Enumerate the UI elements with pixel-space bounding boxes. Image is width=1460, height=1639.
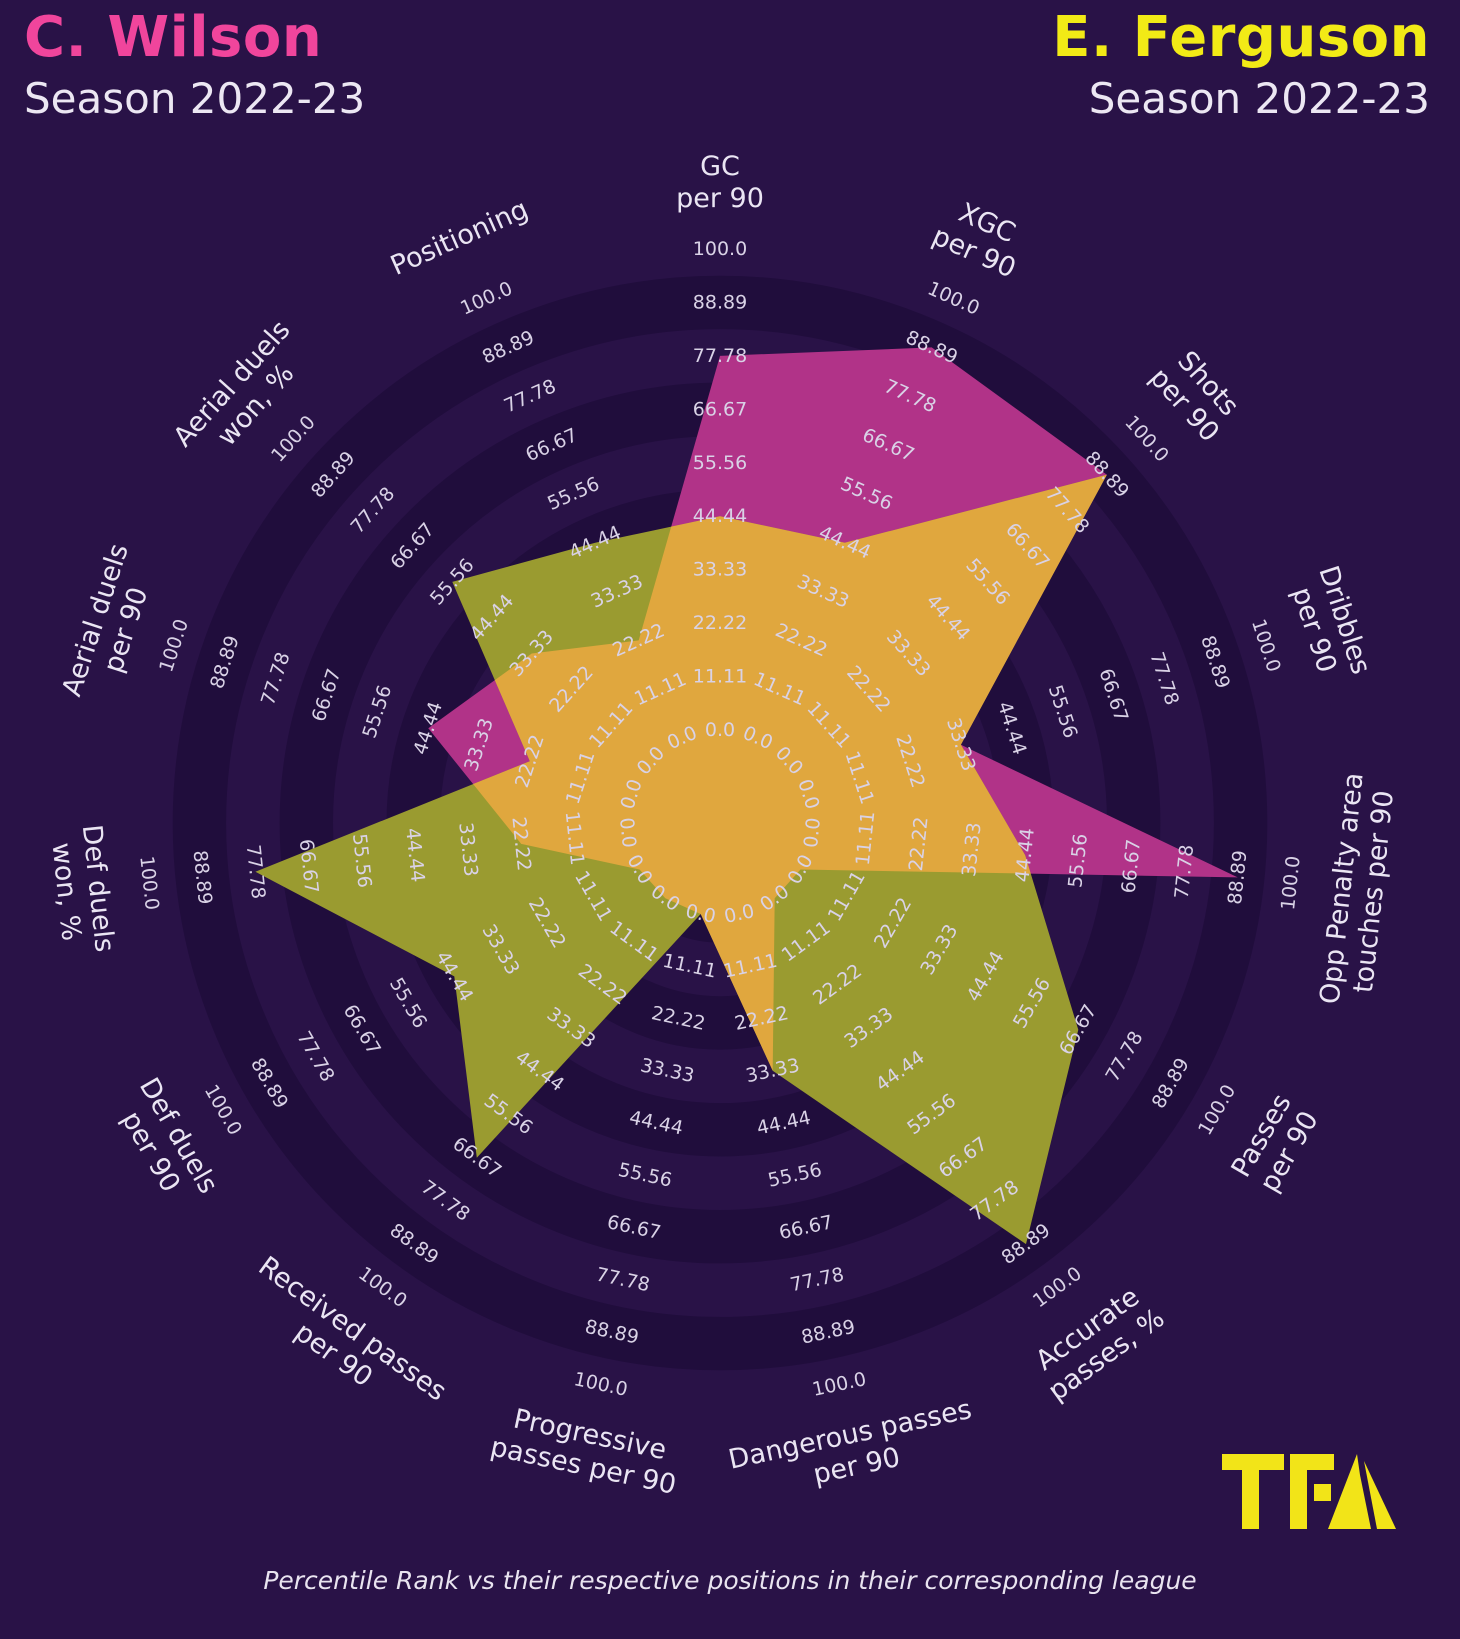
tick-label: 11.11 <box>693 666 747 688</box>
tick-label: 44.44 <box>693 505 747 527</box>
tick-label: 88.89 <box>693 291 747 313</box>
tfa-letter-t <box>1222 1454 1284 1529</box>
tfa-logo-svg <box>1222 1454 1396 1529</box>
axis-label-0: GC per 90 <box>676 151 764 214</box>
right-player-header: E. Ferguson Season 2022-23 <box>1052 10 1430 122</box>
footer-note: Percentile Rank vs their respective posi… <box>263 1566 1197 1595</box>
left-player-header: C. Wilson Season 2022-23 <box>24 10 365 122</box>
tfa-letter-f <box>1290 1454 1334 1529</box>
right-player-season: Season 2022-23 <box>1088 74 1430 123</box>
left-player-season: Season 2022-23 <box>24 74 366 123</box>
tick-label: 0.0 <box>615 817 640 849</box>
left-player-name: C. Wilson <box>24 5 323 70</box>
tick-label: 0.0 <box>800 817 825 849</box>
axis-label-11: Def duelswon, % <box>44 823 120 957</box>
grid-ring-8 <box>172 275 1268 1371</box>
tick-label: 100.0 <box>693 238 747 260</box>
tfa-letter-a <box>1328 1454 1396 1529</box>
tick-label: 22.22 <box>693 612 747 634</box>
tick-label: 0.0 <box>705 719 735 741</box>
tick-label: 66.67 <box>693 398 747 420</box>
tick-label: 33.33 <box>693 559 747 581</box>
tick-label: 55.56 <box>693 452 747 474</box>
tfa-logo <box>1222 1453 1400 1533</box>
tick-label: 77.78 <box>693 345 747 367</box>
right-player-name: E. Ferguson <box>1052 5 1430 70</box>
